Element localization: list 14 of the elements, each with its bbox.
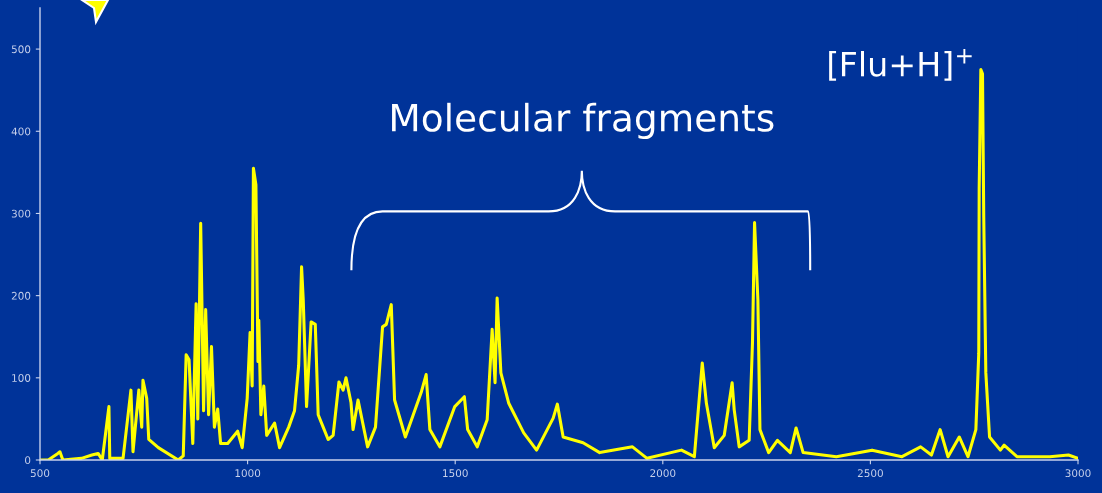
x-tick-label: 2000 <box>650 469 676 478</box>
x-tick-label: 1500 <box>443 469 468 478</box>
x-tick-label: 1000 <box>235 469 261 478</box>
y-tick-label: 500 <box>11 45 31 54</box>
x-tick-label: 500 <box>30 469 50 478</box>
x-tick-label: 2500 <box>857 469 883 478</box>
y-tick-label: 300 <box>11 209 31 218</box>
y-tick-label: 100 <box>12 374 31 382</box>
annotation: [Flu+H]$^{+}$ <box>829 48 972 81</box>
x-tick-label: 3000 <box>1065 469 1091 478</box>
annotation: Molecular fragments <box>392 102 774 140</box>
y-tick-label: 400 <box>11 127 31 136</box>
y-tick-label: 200 <box>11 291 31 300</box>
y-tick-label: 0 <box>25 456 31 465</box>
